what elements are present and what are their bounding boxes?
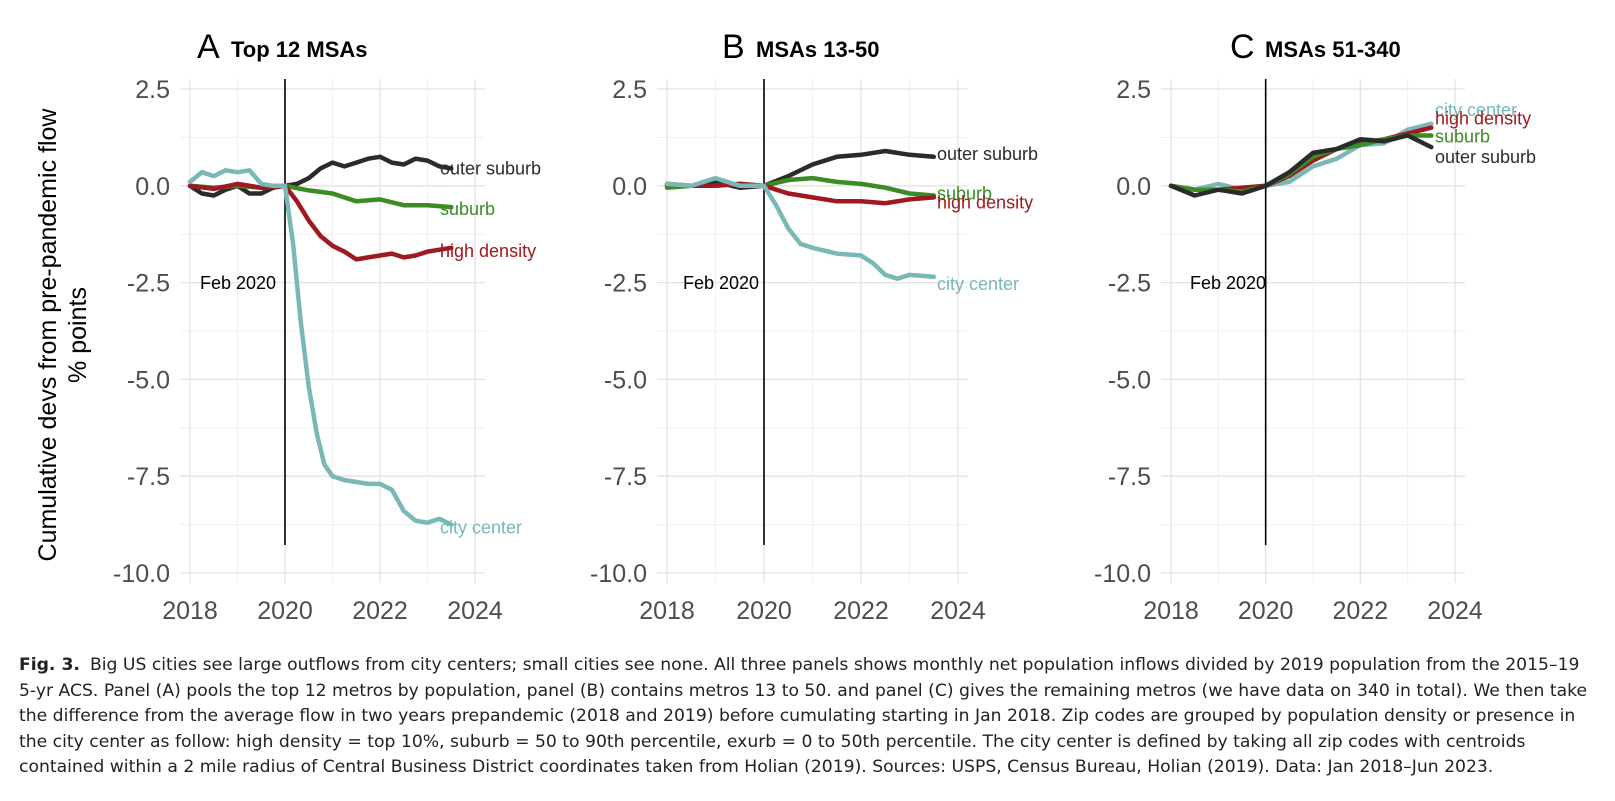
panel-b-annotation: Feb 2020 bbox=[683, 273, 759, 293]
y-tick-label: -5.0 bbox=[127, 366, 170, 394]
x-tick-label: 2022 bbox=[1333, 597, 1389, 625]
panel-c: C MSAs 51-340 Feb 2020 2.5 0.0 -2.5 -5.0 -7.… bbox=[1094, 28, 1536, 625]
series-label-outer-suburb: outer suburb bbox=[937, 144, 1038, 164]
y-tick-label: -2.5 bbox=[604, 270, 647, 298]
panel-a: A Top 12 MSAs Feb 2020 2.5 0.0 -2.5 -5.0 -7.… bbox=[113, 28, 541, 625]
y-tick-label: -7.5 bbox=[127, 463, 170, 491]
panel-c-letter: C bbox=[1230, 28, 1255, 66]
y-axis-title-line1: Cumulative devs from pre-pandemic flow bbox=[34, 108, 62, 562]
series-label-high-density: high density bbox=[937, 192, 1033, 212]
series-label-city-center: city center bbox=[1435, 100, 1517, 120]
series-line-city-center bbox=[1168, 121, 1434, 192]
x-tick-label: 2024 bbox=[447, 597, 503, 625]
panel-c-annotation: Feb 2020 bbox=[1190, 273, 1266, 293]
x-tick-label: 2024 bbox=[930, 597, 986, 625]
series-label-suburb: suburb bbox=[1435, 126, 1490, 146]
series-label-suburb: suburb bbox=[440, 199, 495, 219]
gridlines bbox=[180, 79, 485, 583]
y-tick-label: -5.0 bbox=[604, 366, 647, 394]
series-label-city-center: city center bbox=[440, 518, 522, 538]
x-tick-label: 2022 bbox=[352, 597, 408, 625]
panel-b-title: MSAs 13-50 bbox=[756, 37, 880, 62]
figure-svg: Cumulative devs from pre-pandemic flow %… bbox=[34, 28, 1536, 625]
y-tick-label: -2.5 bbox=[127, 270, 170, 298]
y-tick-label: 0.0 bbox=[135, 173, 170, 201]
caption-text: Big US cities see large outflows from ci… bbox=[19, 655, 1588, 777]
series-line-outer-suburb bbox=[1168, 133, 1434, 198]
x-tick-label: 2022 bbox=[833, 597, 889, 625]
y-tick-label: 2.5 bbox=[612, 76, 647, 104]
series-label-outer-suburb: outer suburb bbox=[440, 158, 541, 178]
panel-b: B MSAs 13-50 Feb 2020 2.5 0.0 -2.5 -5.0 -7.5… bbox=[590, 28, 1038, 625]
x-tick-label: 2020 bbox=[1238, 597, 1294, 625]
series-label-suburb: suburb bbox=[937, 183, 992, 203]
panel-a-annotation: Feb 2020 bbox=[200, 273, 276, 293]
y-tick-label: 2.5 bbox=[1116, 76, 1151, 104]
x-tick-label: 2018 bbox=[1143, 597, 1199, 625]
figure-caption: Fig. 3. Big US cities see large outflows … bbox=[19, 653, 1599, 781]
series-line-city-center bbox=[187, 168, 454, 527]
gridlines bbox=[657, 79, 968, 583]
panel-b-letter: B bbox=[722, 28, 745, 66]
y-tick-label: 2.5 bbox=[135, 76, 170, 104]
y-axis-title: Cumulative devs from pre-pandemic flow %… bbox=[34, 108, 92, 562]
series-label-high-density: high density bbox=[1435, 109, 1531, 129]
series-line-city-center bbox=[664, 175, 937, 281]
series-label-high-density: high density bbox=[440, 241, 536, 261]
y-tick-label: 0.0 bbox=[612, 173, 647, 201]
panel-c-title: MSAs 51-340 bbox=[1265, 37, 1401, 62]
gridlines bbox=[1161, 79, 1465, 583]
y-axis-title-line2: % points bbox=[64, 287, 92, 383]
y-tick-label: 0.0 bbox=[1116, 173, 1151, 201]
y-tick-label: -10.0 bbox=[1094, 560, 1151, 588]
x-tick-label: 2020 bbox=[736, 597, 792, 625]
x-tick-label: 2024 bbox=[1427, 597, 1483, 625]
series-label-outer-suburb: outer suburb bbox=[1435, 147, 1536, 167]
x-tick-label: 2020 bbox=[257, 597, 313, 625]
panel-a-title: Top 12 MSAs bbox=[231, 37, 368, 62]
series-line-outer-suburb bbox=[664, 148, 937, 190]
panel-a-letter: A bbox=[197, 28, 220, 66]
y-tick-label: -10.0 bbox=[590, 560, 647, 588]
x-tick-label: 2018 bbox=[639, 597, 695, 625]
y-tick-label: -7.5 bbox=[604, 463, 647, 491]
y-tick-label: -10.0 bbox=[113, 560, 170, 588]
series-line-high-density bbox=[664, 181, 937, 206]
y-tick-label: -2.5 bbox=[1108, 270, 1151, 298]
caption-label: Fig. 3. bbox=[19, 655, 80, 675]
y-tick-label: -5.0 bbox=[1108, 366, 1151, 394]
series-label-city-center: city center bbox=[937, 274, 1019, 294]
x-tick-label: 2018 bbox=[162, 597, 218, 625]
series-line-high-density bbox=[187, 181, 454, 262]
y-tick-label: -7.5 bbox=[1108, 463, 1151, 491]
